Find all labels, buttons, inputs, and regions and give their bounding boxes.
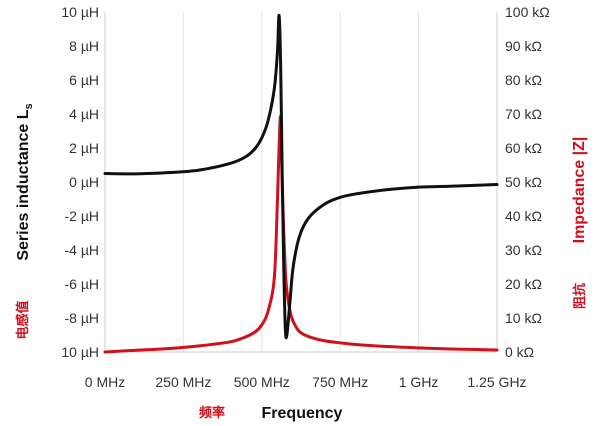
y-right-tick-label-0: 100 kΩ	[505, 4, 550, 20]
y-right-tick-label-8: 20 kΩ	[505, 276, 542, 292]
y-left-tick-label-8: -6 µH	[64, 276, 99, 292]
y-left-tick-label-0: 10 µH	[61, 4, 99, 20]
y-left-axis-title-cn: 电感值	[15, 300, 31, 339]
x-axis-title-cn: 频率	[199, 405, 225, 421]
y-right-tick-label-9: 10 kΩ	[505, 310, 542, 326]
y-left-tick-label-6: -2 µH	[64, 208, 99, 224]
y-right-axis-title: Impedance |Z|	[571, 137, 588, 244]
y-right-tick-label-2: 80 kΩ	[505, 72, 542, 88]
y-right-axis-ticks: 100 kΩ 90 kΩ 80 kΩ 70 kΩ 60 kΩ 50 kΩ 40 kΩ 30 k…	[505, 4, 550, 360]
y-left-tick-label-4: 2 µH	[69, 140, 99, 156]
y-left-tick-label-1: 8 µH	[69, 38, 99, 54]
y-left-axis-ticks: 10 µH 8 µH 6 µH 4 µH 2 µH 0 µH -2 µH -4 µH -6 µH…	[61, 4, 99, 360]
y-left-tick-label-10: 10 µH	[61, 344, 99, 360]
y-right-tick-label-7: 30 kΩ	[505, 242, 542, 258]
y-left-tick-label-2: 6 µH	[69, 72, 99, 88]
y-left-tick-label-5: 0 µH	[69, 174, 99, 190]
series-layer	[103, 13, 499, 354]
y-right-axis-title-cn: 阻抗	[572, 283, 588, 309]
y-left-tick-label-3: 4 µH	[69, 106, 99, 122]
y-left-tick-label-9: -8 µH	[64, 310, 99, 326]
x-tick-label-3: 750 MHz	[312, 374, 368, 390]
y-right-tick-label-10: 0 kΩ	[505, 344, 534, 360]
x-tick-label-2: 500 MHz	[234, 374, 290, 390]
x-tick-label-0: 0 MHz	[85, 374, 125, 390]
y-right-tick-label-5: 50 kΩ	[505, 174, 542, 190]
x-axis-title: Frequency	[262, 405, 343, 422]
x-tick-label-5: 1.25 GHz	[467, 374, 526, 390]
y-left-axis-title-subscript: s	[23, 103, 35, 109]
series-line-inductance	[103, 13, 499, 340]
y-right-tick-label-6: 40 kΩ	[505, 208, 542, 224]
y-left-axis-title-main: Series inductance L	[15, 109, 32, 260]
y-right-tick-label-1: 90 kΩ	[505, 38, 542, 54]
x-tick-label-1: 250 MHz	[155, 374, 211, 390]
y-right-tick-label-4: 60 kΩ	[505, 140, 542, 156]
x-axis-ticks: 0 MHz 250 MHz 500 MHz 750 MHz 1 GHz 1.25 GHz	[85, 374, 527, 390]
gridlines	[104, 12, 498, 353]
y-left-tick-label-7: -4 µH	[64, 242, 99, 258]
x-tick-label-4: 1 GHz	[399, 374, 439, 390]
y-right-tick-label-3: 70 kΩ	[505, 106, 542, 122]
y-left-axis-title: Series inductance Ls	[15, 103, 35, 260]
